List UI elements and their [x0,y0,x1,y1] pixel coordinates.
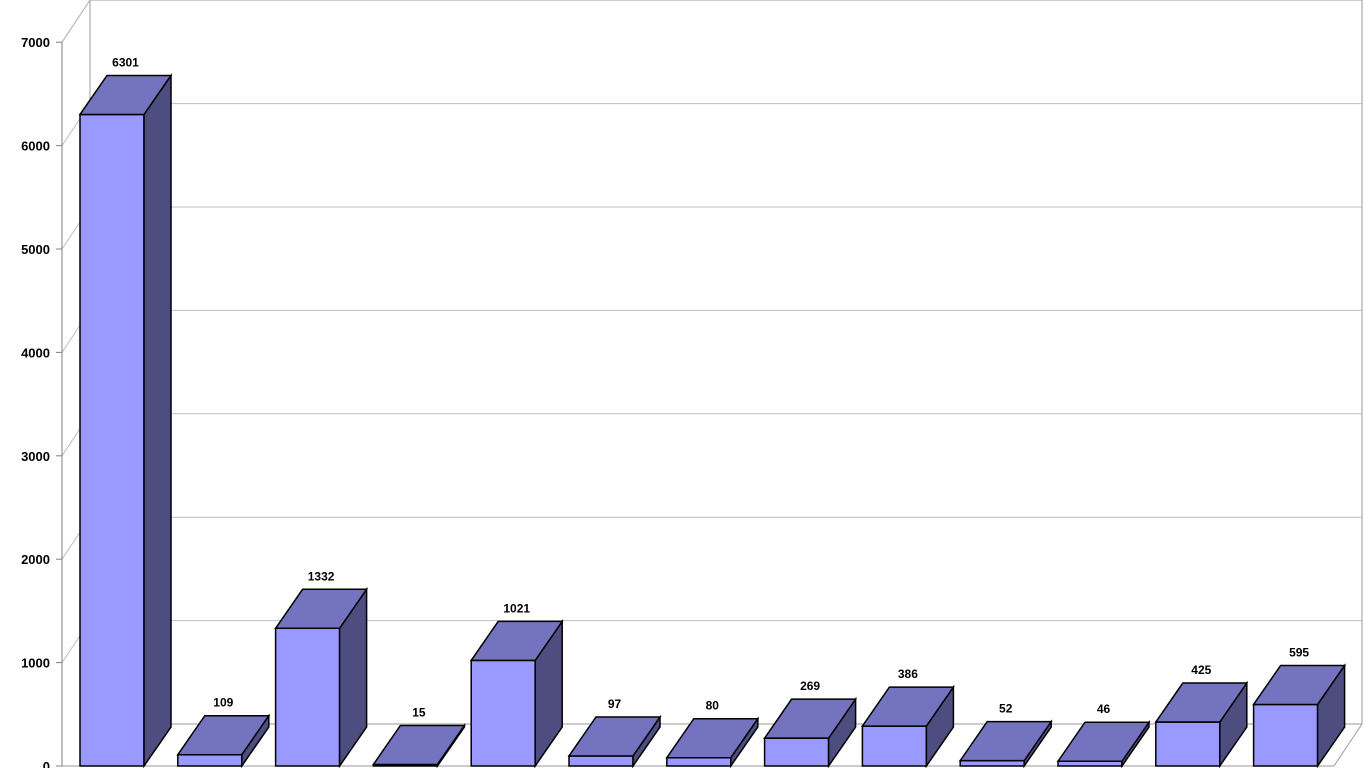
bar [1252,663,1347,768]
y-tick-label: 7000 [21,35,50,50]
y-tick-label: 0 [43,759,50,768]
floor-right-edge [1333,723,1363,767]
y-tick-label: 1000 [21,656,50,671]
grid-layer [61,0,1363,767]
data-labels-layer: 6301 109 1332 15 1021 97 80 269 386 52 46 425 595 [112,55,1309,719]
bar-side-face [143,73,172,768]
bar-top-face [958,720,1053,762]
bar [78,73,173,768]
data-label: 425 [1191,663,1211,677]
bar-front-face [763,737,830,767]
bar-front-face [274,627,341,767]
bar-top-face [665,717,760,759]
bar-top-face [371,724,466,766]
y-tick-label: 4000 [21,345,50,360]
data-label: 97 [608,697,622,711]
bar-front-face [666,756,732,767]
bar-front-face [568,755,634,767]
bar-front-face [79,113,145,767]
bar [274,586,369,768]
bar [665,716,760,768]
bar-front-face [470,659,536,767]
bar-front-face [1252,703,1319,767]
bar [567,714,662,768]
data-label: 109 [213,696,233,710]
bar-top-face [1154,682,1249,723]
data-label: 15 [412,705,426,719]
bar-top-face [1056,721,1151,762]
bar-front-face [177,753,243,767]
data-label: 386 [898,667,918,681]
bar [958,719,1053,768]
gridline-diagonal [61,0,91,43]
bar [371,723,466,768]
y-tick-label: 3000 [21,449,50,464]
data-label: 46 [1097,702,1111,716]
data-label: 1021 [503,601,530,615]
data-label: 6301 [112,55,139,69]
bar-top-face [469,620,564,662]
bar-front-face [861,725,928,767]
data-label: 52 [999,702,1013,716]
y-tick-label: 5000 [21,242,50,257]
bar-front-face [1155,721,1221,767]
bar [1056,719,1151,768]
bar-top-face [78,74,173,116]
bar [469,619,564,768]
bar [176,713,271,768]
bar-top-face [1252,664,1347,706]
bars-layer [78,73,1347,768]
y-tick-label: 6000 [21,139,50,154]
y-axis: 0 1000 2000 3000 4000 5000 6000 7000 [21,35,63,768]
bar [1154,680,1249,768]
data-label: 595 [1289,645,1309,659]
bar-top-face [274,588,369,630]
bar-top-face [860,686,955,727]
data-label: 80 [706,699,720,713]
y-tick-label: 2000 [21,552,50,567]
bar-top-face [567,716,662,757]
bar-top-face [176,714,271,756]
data-label: 1332 [308,569,335,583]
bar-front-face [959,759,1025,767]
data-label: 269 [800,679,820,693]
bar [763,696,858,768]
bar-top-face [763,698,858,739]
bar [860,684,955,768]
